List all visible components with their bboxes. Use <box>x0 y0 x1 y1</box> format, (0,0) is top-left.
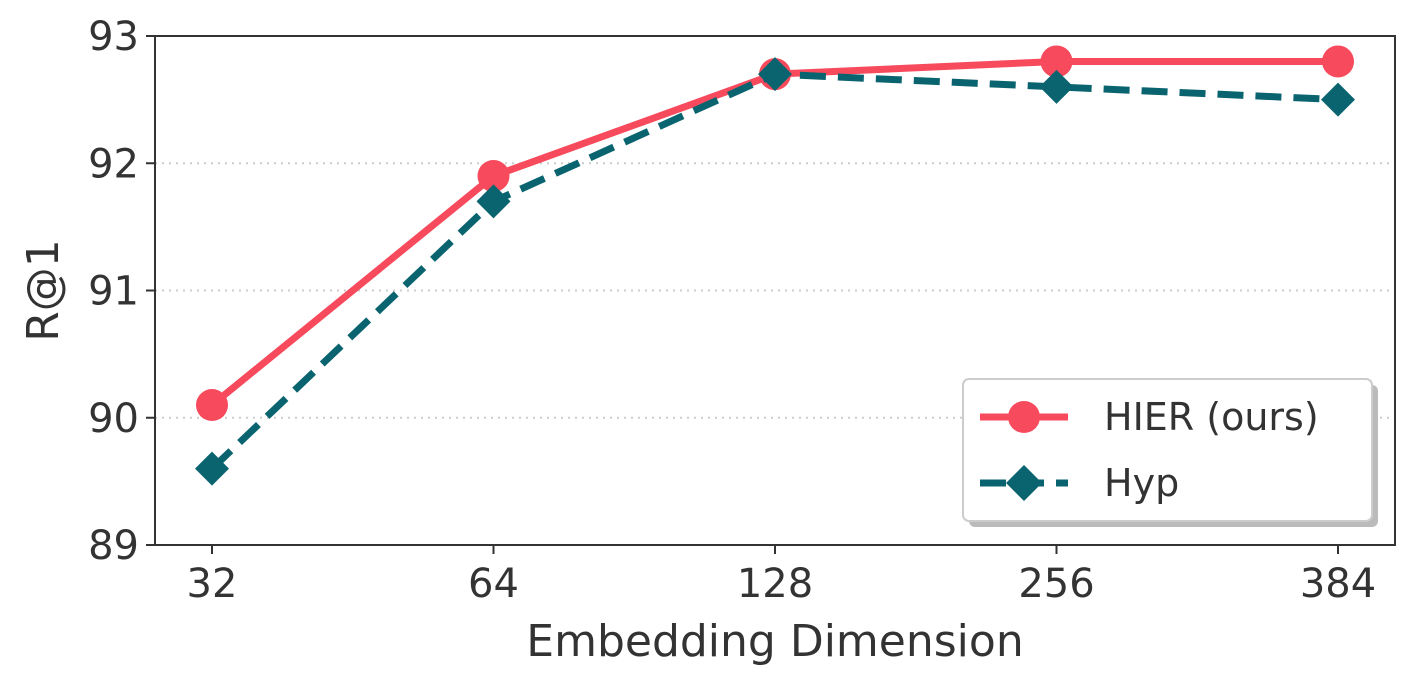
data-point <box>1040 45 1073 78</box>
x-tick-label: 256 <box>1018 561 1094 607</box>
x-axis-label: Embedding Dimension <box>526 616 1023 667</box>
data-point <box>477 159 510 192</box>
legend-entry: Hyp <box>980 461 1179 505</box>
legend-marker <box>1008 401 1040 433</box>
data-point <box>196 389 228 422</box>
y-tick-label: 92 <box>88 141 139 187</box>
legend-label: HIER (ours) <box>1104 395 1319 439</box>
data-point <box>1321 82 1355 117</box>
y-tick-label: 90 <box>88 396 139 442</box>
y-tick-label: 93 <box>88 14 139 60</box>
x-tick-label: 32 <box>187 561 238 607</box>
axis-ticks: 89 90 91 92 93 32 64 128 256 384 <box>88 14 1376 607</box>
x-tick-label: 128 <box>737 561 813 607</box>
x-tick-label: 384 <box>1300 561 1376 607</box>
legend-entry: HIER (ours) <box>980 395 1319 439</box>
y-tick-label: 91 <box>88 269 139 315</box>
series-line <box>209 57 1338 408</box>
y-tick-label: 89 <box>88 523 139 569</box>
data-point <box>1039 69 1074 104</box>
y-axis-label: R@1 <box>18 239 69 342</box>
legend-label: Hyp <box>1104 461 1179 505</box>
data-point <box>758 57 792 92</box>
x-tick-label: 64 <box>468 561 519 607</box>
legend-marker <box>1006 465 1042 501</box>
series-layer <box>195 45 1355 486</box>
data-point <box>476 184 511 219</box>
data-point <box>195 451 229 486</box>
series-2 <box>195 57 1355 486</box>
legend-entries: HIER (ours) Hyp <box>980 395 1319 505</box>
series-1 <box>196 45 1354 422</box>
data-point <box>1322 45 1354 78</box>
legend: HIER (ours) Hyp <box>962 378 1378 527</box>
